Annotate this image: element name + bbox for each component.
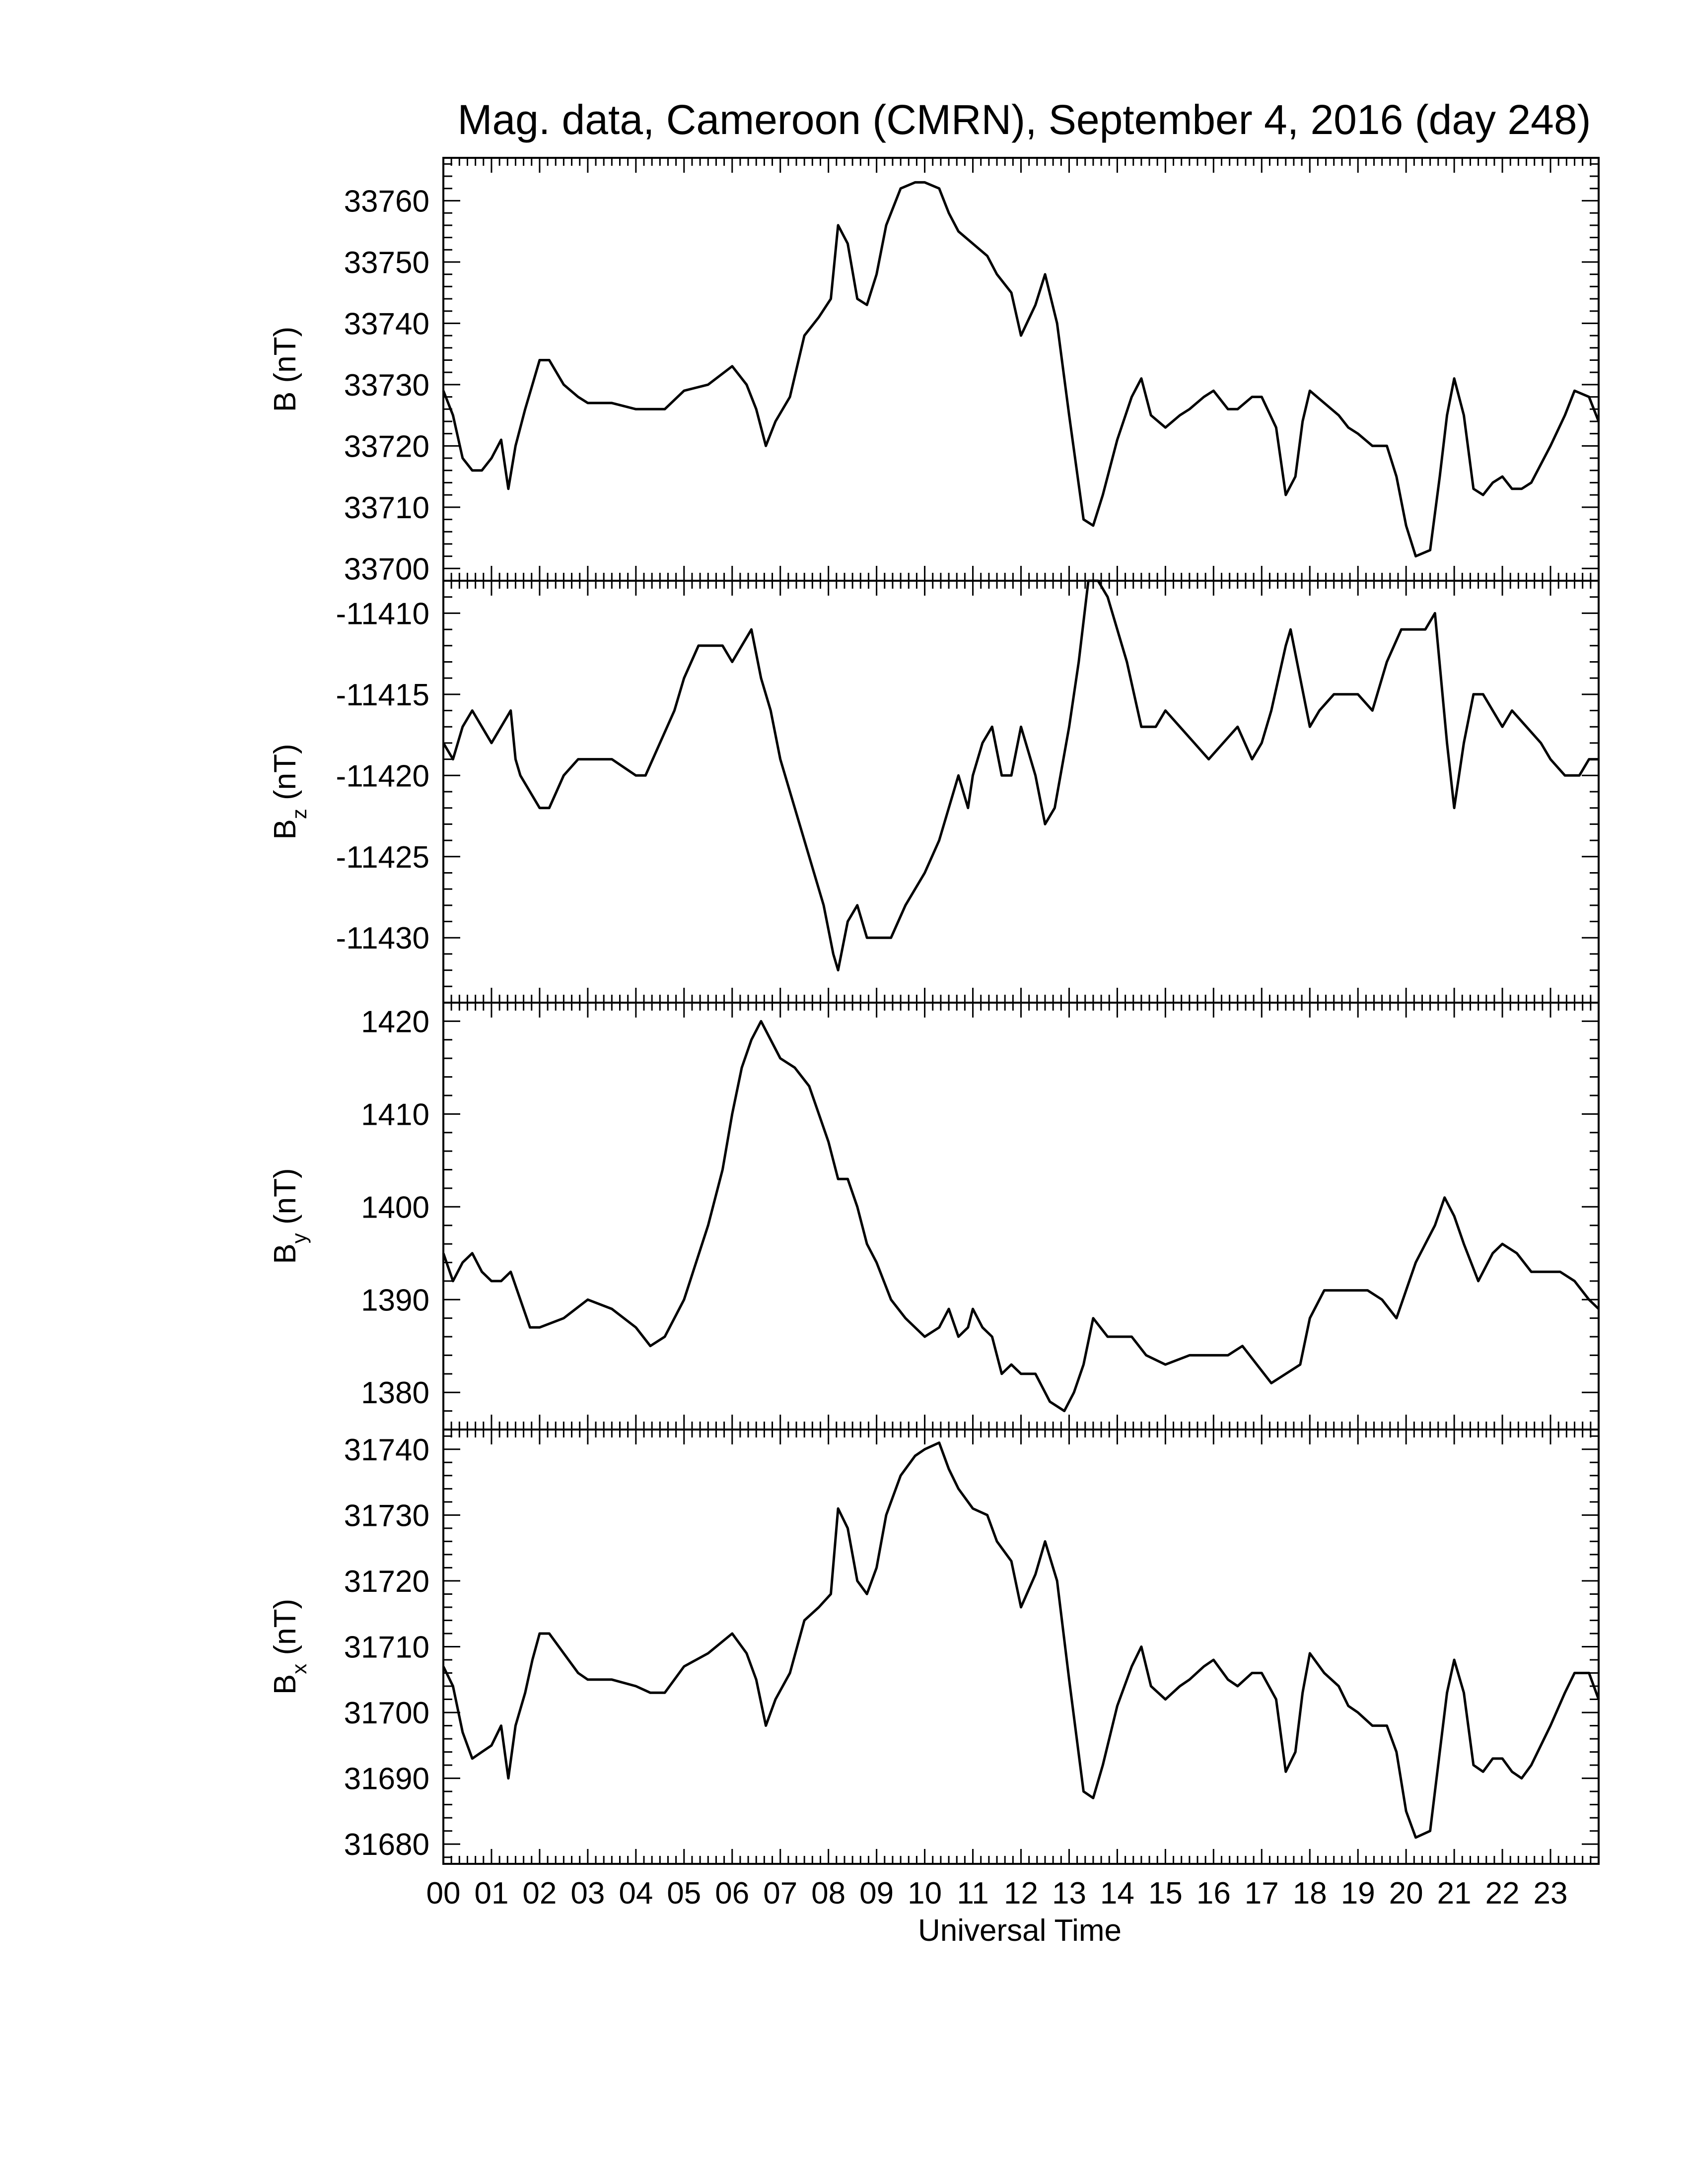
x-tick-label: 10 bbox=[908, 1876, 942, 1911]
x-tick-label: 23 bbox=[1534, 1876, 1568, 1911]
y-tick-label: 33720 bbox=[344, 429, 429, 464]
x-tick-label: 12 bbox=[1004, 1876, 1038, 1911]
y-tick-label: 31730 bbox=[344, 1499, 429, 1533]
x-tick-label: 11 bbox=[957, 1876, 988, 1911]
x-tick-label: 16 bbox=[1196, 1876, 1231, 1911]
x-tick-label: 03 bbox=[570, 1876, 605, 1911]
x-tick-label: 05 bbox=[667, 1876, 701, 1911]
y-tick-label: -11425 bbox=[336, 840, 429, 875]
panel-0: 33700 33710 33720 33730 33740 33750 33760 B (nT… bbox=[268, 157, 1600, 586]
x-tick-label: 15 bbox=[1148, 1876, 1183, 1911]
panel-frame bbox=[442, 580, 1600, 1004]
y-tick-label: 1420 bbox=[361, 1005, 429, 1039]
y-axis-label: Bx (nT) bbox=[268, 1599, 311, 1695]
y-tick-label: 31700 bbox=[344, 1696, 429, 1730]
y-axis-label: B (nT) bbox=[268, 327, 302, 412]
y-tick-label: -11430 bbox=[336, 921, 429, 956]
y-tick-label: 1390 bbox=[361, 1283, 429, 1317]
x-tick-label: 20 bbox=[1389, 1876, 1423, 1911]
panel-1: -11410 -11415 -11420 -11425 -11430 Bz (nT) bbox=[268, 579, 1600, 1004]
series-line-3 bbox=[442, 1441, 1600, 1839]
x-tick-label: 17 bbox=[1245, 1876, 1279, 1911]
y-tick-label: 31720 bbox=[344, 1565, 429, 1599]
y-tick-label: 33700 bbox=[344, 552, 429, 586]
y-tick-label: -11420 bbox=[336, 759, 429, 793]
x-tick-label: 08 bbox=[811, 1876, 845, 1911]
y-axis-label: By (nT) bbox=[268, 1168, 311, 1264]
y-tick-label: 33730 bbox=[344, 368, 429, 403]
x-tick-label: 07 bbox=[763, 1876, 797, 1911]
x-tick-label: 14 bbox=[1100, 1876, 1134, 1911]
panel-frame bbox=[442, 1429, 1600, 1865]
x-axis-label: Universal Time bbox=[918, 1913, 1122, 1948]
y-tick-label: 1380 bbox=[361, 1376, 429, 1410]
y-tick-label: 33710 bbox=[344, 491, 429, 525]
y-tick-label: 33760 bbox=[344, 184, 429, 218]
panel-3: 31680 31690 31700 31710 31720 31730 31740 Bx (n… bbox=[268, 1429, 1600, 1865]
y-tick-label: 33740 bbox=[344, 307, 429, 341]
x-tick-label: 19 bbox=[1341, 1876, 1375, 1911]
y-axis-label: Bz (nT) bbox=[268, 744, 311, 839]
x-tick-label: 21 bbox=[1437, 1876, 1472, 1911]
x-tick-label: 09 bbox=[859, 1876, 894, 1911]
x-tick-label: 06 bbox=[715, 1876, 749, 1911]
y-tick-label: 31710 bbox=[344, 1631, 429, 1665]
x-tick-label: 04 bbox=[619, 1876, 653, 1911]
x-tick-label: 18 bbox=[1293, 1876, 1327, 1911]
x-tick-label: 22 bbox=[1485, 1876, 1520, 1911]
chart-title: Mag. data, Cameroon (CMRN), September 4,… bbox=[457, 96, 1591, 143]
y-tick-label: -11415 bbox=[336, 678, 429, 712]
panel-2: 1380 1390 1400 1410 1420 By (nT) bbox=[268, 1002, 1600, 1431]
x-tick-label: 13 bbox=[1052, 1876, 1086, 1911]
panel-frame bbox=[442, 1002, 1600, 1431]
series-line-2 bbox=[442, 1020, 1600, 1413]
series-line-0 bbox=[442, 181, 1600, 558]
panel-frame bbox=[442, 157, 1600, 582]
series-line-1 bbox=[442, 579, 1599, 972]
panels-group: 33700 33710 33720 33730 33740 33750 33760 B (nT… bbox=[268, 157, 1600, 1911]
y-tick-label: 31680 bbox=[344, 1828, 429, 1862]
x-tick-label: 02 bbox=[522, 1876, 557, 1911]
x-tick-label: 01 bbox=[474, 1876, 508, 1911]
y-tick-label: 1400 bbox=[361, 1190, 429, 1225]
y-tick-label: 31740 bbox=[344, 1433, 429, 1467]
y-tick-label: -11410 bbox=[336, 597, 429, 631]
x-tick-label: 00 bbox=[426, 1876, 461, 1911]
y-tick-label: 1410 bbox=[361, 1097, 429, 1132]
y-tick-label: 31690 bbox=[344, 1762, 429, 1796]
y-tick-label: 33750 bbox=[344, 246, 429, 280]
